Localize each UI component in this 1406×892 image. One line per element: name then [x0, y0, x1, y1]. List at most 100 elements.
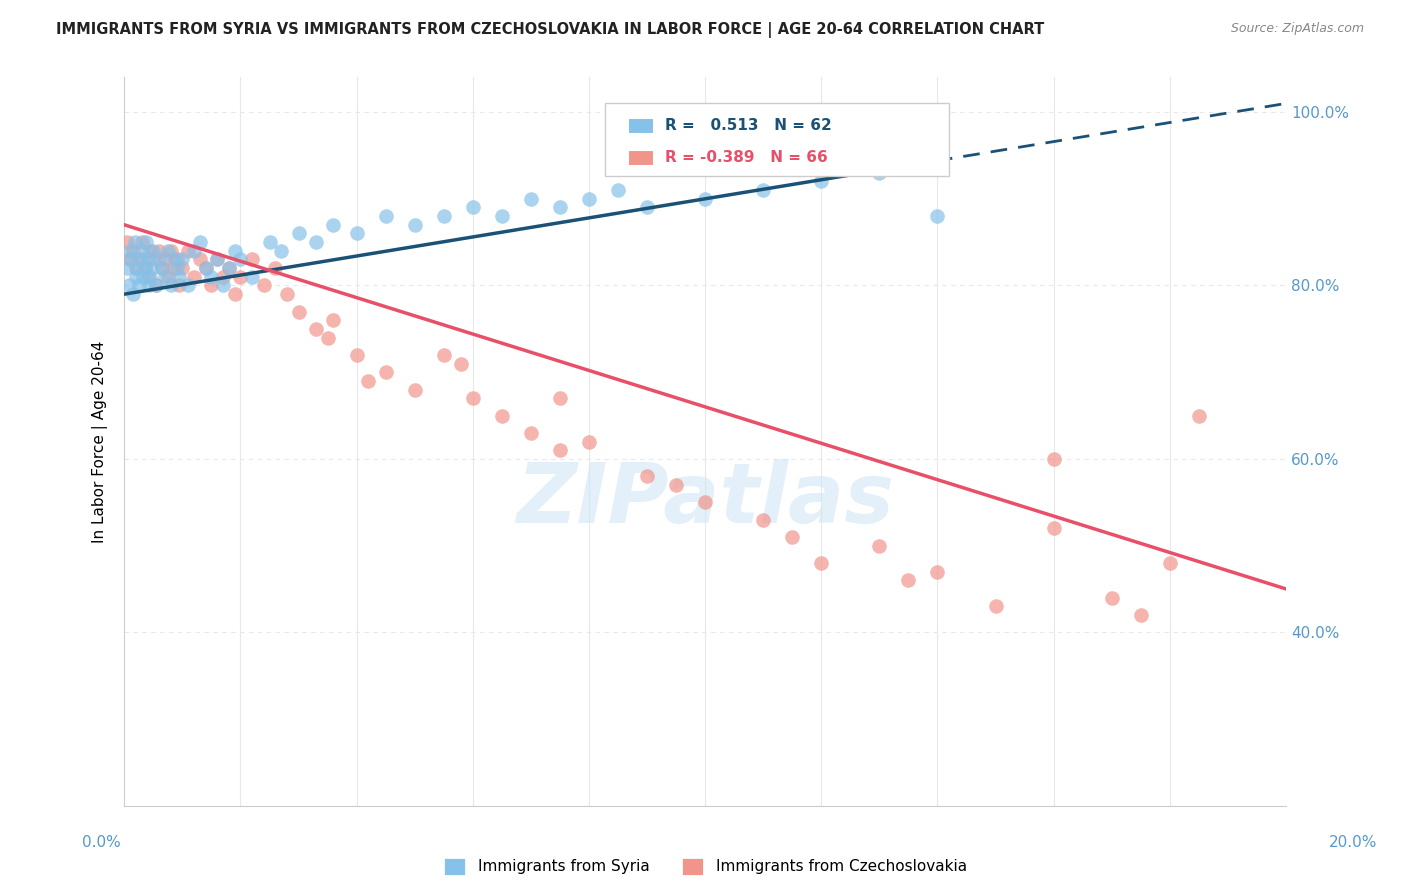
Point [450, 357, 472, 371]
Point [142, 252, 165, 267]
Point [636, 201, 658, 215]
Point [695, 192, 717, 206]
Y-axis label: In Labor Force | Age 20-64: In Labor Force | Age 20-64 [93, 341, 108, 542]
Point [125, 269, 148, 284]
Point [305, 322, 328, 336]
Point [810, 174, 832, 188]
Point [177, 278, 200, 293]
Point [897, 573, 920, 587]
Point [125, 261, 148, 276]
Point [115, 261, 138, 276]
Point [433, 348, 456, 362]
Point [177, 244, 200, 258]
Point [128, 252, 150, 267]
Point [1101, 591, 1123, 605]
Point [207, 252, 229, 267]
Point [188, 252, 211, 267]
Point [287, 304, 309, 318]
Text: R =   0.513   N = 62: R = 0.513 N = 62 [665, 119, 832, 133]
Legend: Immigrants from Syria, Immigrants from Czechoslovakia: Immigrants from Syria, Immigrants from C… [437, 851, 973, 882]
Point [229, 252, 252, 267]
Point [148, 244, 170, 258]
Point [153, 269, 176, 284]
Point [118, 278, 141, 293]
Point [134, 261, 156, 276]
Point [665, 478, 688, 492]
Point [752, 183, 775, 197]
Point [253, 278, 276, 293]
Point [695, 495, 717, 509]
Point [120, 244, 142, 258]
Text: 0.0%: 0.0% [82, 836, 121, 850]
Point [548, 201, 571, 215]
Point [1042, 451, 1064, 466]
Point [169, 278, 191, 293]
Point [287, 227, 309, 241]
Point [163, 261, 186, 276]
Point [491, 209, 513, 223]
Point [305, 235, 328, 249]
Point [169, 269, 191, 284]
Point [131, 244, 153, 258]
Point [810, 556, 832, 570]
Point [1129, 607, 1152, 622]
Point [120, 252, 142, 267]
Point [607, 183, 630, 197]
Point [172, 261, 194, 276]
Point [229, 269, 252, 284]
Point [927, 209, 949, 223]
Point [752, 512, 775, 526]
Point [132, 269, 155, 284]
Point [150, 261, 173, 276]
Point [1188, 409, 1211, 423]
Point [346, 227, 368, 241]
Point [404, 218, 426, 232]
Point [1042, 521, 1064, 535]
Text: ZIPatlas: ZIPatlas [516, 459, 894, 541]
Point [139, 269, 162, 284]
Point [322, 313, 344, 327]
Point [150, 261, 173, 276]
Text: 20.0%: 20.0% [1329, 836, 1376, 850]
Point [240, 252, 263, 267]
Point [166, 252, 188, 267]
Point [276, 287, 298, 301]
Point [212, 278, 235, 293]
Point [139, 244, 162, 258]
Point [183, 244, 205, 258]
Point [153, 252, 176, 267]
Point [145, 278, 167, 293]
Point [122, 287, 145, 301]
Point [134, 261, 156, 276]
Point [578, 192, 600, 206]
Text: Source: ZipAtlas.com: Source: ZipAtlas.com [1230, 22, 1364, 36]
Point [218, 261, 240, 276]
Point [145, 278, 167, 293]
Point [138, 278, 160, 293]
Point [142, 244, 165, 258]
Point [200, 269, 222, 284]
Point [374, 209, 396, 223]
Point [115, 235, 138, 249]
Point [404, 383, 426, 397]
Point [135, 235, 157, 249]
Point [159, 244, 181, 258]
Point [207, 252, 229, 267]
Point [357, 374, 380, 388]
Point [188, 235, 211, 249]
Point [156, 244, 179, 258]
Point [159, 278, 181, 293]
Point [897, 157, 920, 171]
Point [122, 244, 145, 258]
Point [194, 261, 217, 276]
Point [346, 348, 368, 362]
Point [212, 269, 235, 284]
Point [128, 278, 150, 293]
Point [166, 261, 188, 276]
Point [270, 244, 292, 258]
Point [491, 409, 513, 423]
Text: R = -0.389   N = 66: R = -0.389 N = 66 [665, 151, 828, 165]
Point [218, 261, 240, 276]
Point [200, 278, 222, 293]
Point [868, 166, 890, 180]
